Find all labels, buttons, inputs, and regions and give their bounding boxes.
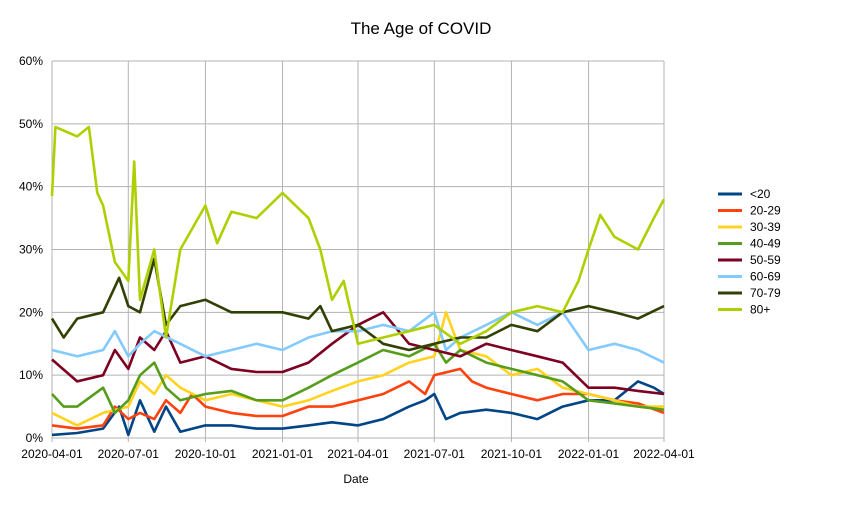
chart-title: The Age of COVID (350, 19, 492, 38)
x-tick-label: 2020-07-01 (98, 447, 160, 461)
y-tick-label: 50% (19, 117, 43, 131)
y-tick-label: 60% (19, 54, 43, 68)
legend-label: 30-39 (750, 220, 781, 234)
y-tick-label: 0% (26, 431, 44, 445)
x-axis-label: Date (343, 472, 369, 486)
x-tick-label: 2020-04-01 (21, 447, 83, 461)
legend-label: 50-59 (750, 253, 781, 267)
legend-label: 60-69 (750, 270, 781, 284)
series-line (51, 342, 665, 415)
y-tick-label: 10% (19, 368, 43, 382)
y-tick-label: 40% (19, 180, 43, 194)
legend-label: 80+ (750, 303, 770, 317)
x-tick-label: 2022-04-01 (633, 447, 695, 461)
y-tick-label: 20% (19, 305, 43, 319)
x-tick-label: 2021-04-01 (327, 447, 389, 461)
x-tick-label: 2020-10-01 (175, 447, 237, 461)
series-line (51, 367, 665, 430)
series-line (51, 380, 665, 437)
legend-label: 20-29 (750, 204, 781, 218)
series-line (51, 310, 665, 396)
x-tick-label: 2022-01-01 (558, 447, 620, 461)
series-line (50, 125, 666, 346)
series-line (51, 310, 665, 364)
x-tick-label: 2021-10-01 (481, 447, 543, 461)
legend-label: 40-49 (750, 237, 781, 251)
x-tick-label: 2021-07-01 (404, 447, 466, 461)
y-tick-label: 30% (19, 243, 43, 257)
series-line (50, 257, 665, 352)
legend-label: <20 (750, 187, 771, 201)
legend-label: 70-79 (750, 286, 781, 300)
x-tick-label: 2021-01-01 (252, 447, 314, 461)
